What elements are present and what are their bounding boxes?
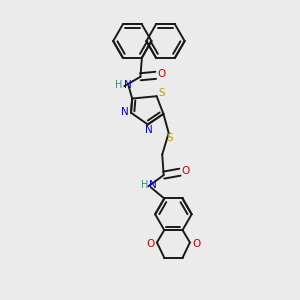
Text: H: H xyxy=(115,80,123,90)
Text: O: O xyxy=(146,239,154,249)
Text: N: N xyxy=(121,107,129,117)
Text: N: N xyxy=(146,125,153,135)
Text: H: H xyxy=(141,180,148,190)
Text: S: S xyxy=(166,133,173,143)
Text: O: O xyxy=(192,239,200,249)
Text: O: O xyxy=(158,69,166,80)
Text: N: N xyxy=(124,80,132,90)
Text: O: O xyxy=(182,166,190,176)
Text: N: N xyxy=(149,180,157,190)
Text: S: S xyxy=(158,88,165,98)
